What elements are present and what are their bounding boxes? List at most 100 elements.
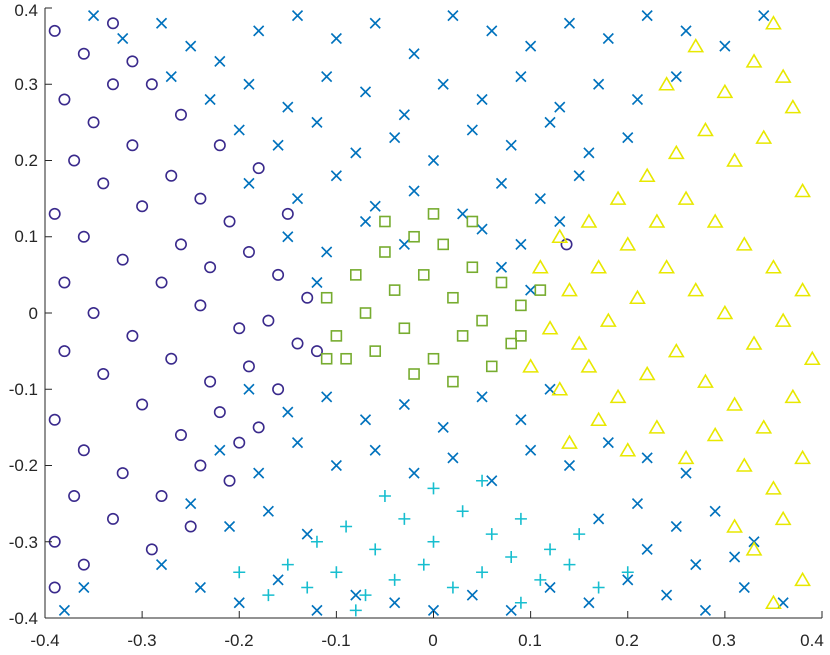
circle-point bbox=[145, 543, 158, 556]
cross-point bbox=[87, 10, 100, 22]
circle-point bbox=[194, 299, 207, 312]
circle-point bbox=[252, 421, 265, 434]
circle-point bbox=[136, 398, 149, 411]
circle-point bbox=[126, 139, 139, 152]
plus-point bbox=[349, 604, 362, 617]
square-point bbox=[417, 269, 430, 281]
cross-point bbox=[359, 215, 372, 228]
square-point bbox=[330, 330, 343, 342]
square-point bbox=[495, 276, 508, 289]
cross-point bbox=[709, 505, 721, 517]
triangle-point bbox=[774, 68, 792, 83]
triangle-point bbox=[765, 594, 782, 610]
square-point bbox=[349, 269, 362, 281]
triangle-point bbox=[706, 213, 724, 228]
x-tick-label: -0.2 bbox=[224, 631, 253, 650]
cross-point bbox=[369, 200, 381, 212]
cross-point bbox=[631, 93, 644, 106]
plus-point bbox=[573, 528, 586, 541]
circle-point bbox=[48, 413, 61, 426]
triangle-point bbox=[784, 388, 802, 404]
square-point bbox=[408, 230, 420, 243]
triangle-point bbox=[590, 259, 608, 274]
square-point bbox=[427, 208, 440, 220]
cross-point bbox=[282, 406, 294, 418]
circle-point bbox=[97, 367, 110, 380]
cross-point bbox=[437, 78, 449, 90]
cross-point bbox=[602, 32, 614, 45]
plus-point bbox=[378, 490, 391, 502]
x-tick-label: -0.3 bbox=[127, 631, 156, 650]
circle-point bbox=[233, 322, 246, 335]
plus-point bbox=[563, 558, 576, 571]
cross-point bbox=[58, 604, 70, 616]
triangle-point bbox=[745, 53, 763, 68]
cross-point bbox=[408, 467, 420, 479]
circle-point bbox=[174, 108, 187, 121]
circle-point bbox=[48, 581, 61, 594]
circle-point bbox=[174, 238, 187, 251]
cross-point bbox=[330, 459, 342, 472]
cross-point bbox=[486, 475, 498, 487]
square-point bbox=[466, 215, 479, 228]
y-tick-label: 0.2 bbox=[14, 151, 38, 170]
triangle-point bbox=[735, 457, 753, 472]
axis-ticks bbox=[44, 7, 823, 619]
cross-point bbox=[515, 414, 527, 426]
x-tick-label: 0.4 bbox=[800, 631, 824, 650]
plus-point bbox=[592, 581, 605, 594]
cross-point bbox=[369, 444, 381, 456]
triangle-point bbox=[561, 282, 578, 297]
plus-point bbox=[534, 573, 547, 586]
square-point bbox=[398, 322, 411, 335]
cross-point bbox=[583, 147, 595, 159]
circle-point bbox=[194, 459, 207, 472]
cross-point bbox=[155, 559, 168, 571]
triangle-point bbox=[590, 411, 608, 427]
triangle-point bbox=[794, 282, 811, 297]
triangle-point bbox=[755, 129, 773, 144]
circle-point bbox=[68, 489, 81, 502]
triangle-point bbox=[774, 510, 792, 526]
circle-point bbox=[155, 276, 168, 289]
cross-point bbox=[457, 208, 469, 220]
circle-point bbox=[116, 253, 129, 266]
cross-point bbox=[622, 574, 634, 586]
circle-point bbox=[213, 406, 226, 419]
square-point bbox=[320, 291, 333, 304]
circle-point bbox=[165, 169, 178, 182]
circle-point bbox=[155, 489, 168, 502]
triangle-point bbox=[794, 182, 811, 198]
cross-point bbox=[233, 597, 245, 609]
plus-point bbox=[427, 535, 440, 548]
cross-point bbox=[525, 284, 537, 296]
circle-point bbox=[242, 360, 255, 373]
triangle-point bbox=[658, 259, 675, 274]
cross-point bbox=[311, 116, 323, 128]
cross-point bbox=[223, 520, 236, 533]
triangle-point bbox=[648, 213, 666, 228]
triangle-point bbox=[697, 121, 714, 137]
square-point bbox=[515, 299, 527, 312]
square-point bbox=[369, 345, 382, 357]
cross-point bbox=[165, 71, 177, 83]
square-point bbox=[388, 284, 401, 296]
circle-point bbox=[77, 444, 90, 457]
triangle-point bbox=[765, 259, 782, 274]
plus-point bbox=[514, 512, 527, 525]
cross-point bbox=[369, 17, 381, 29]
y-tick-label: 0.1 bbox=[14, 227, 38, 246]
cross-point bbox=[78, 581, 90, 594]
triangle-point bbox=[774, 312, 792, 327]
circle-point bbox=[223, 474, 236, 487]
plus-point bbox=[417, 558, 430, 571]
triangle-point bbox=[755, 419, 773, 434]
circle-point bbox=[58, 93, 71, 106]
triangle-point bbox=[638, 365, 656, 381]
cross-point bbox=[583, 597, 595, 609]
cross-point bbox=[554, 215, 566, 228]
cross-point bbox=[495, 261, 508, 273]
plus-point bbox=[388, 573, 401, 586]
plus-point bbox=[427, 482, 440, 495]
cross-point bbox=[476, 223, 488, 235]
